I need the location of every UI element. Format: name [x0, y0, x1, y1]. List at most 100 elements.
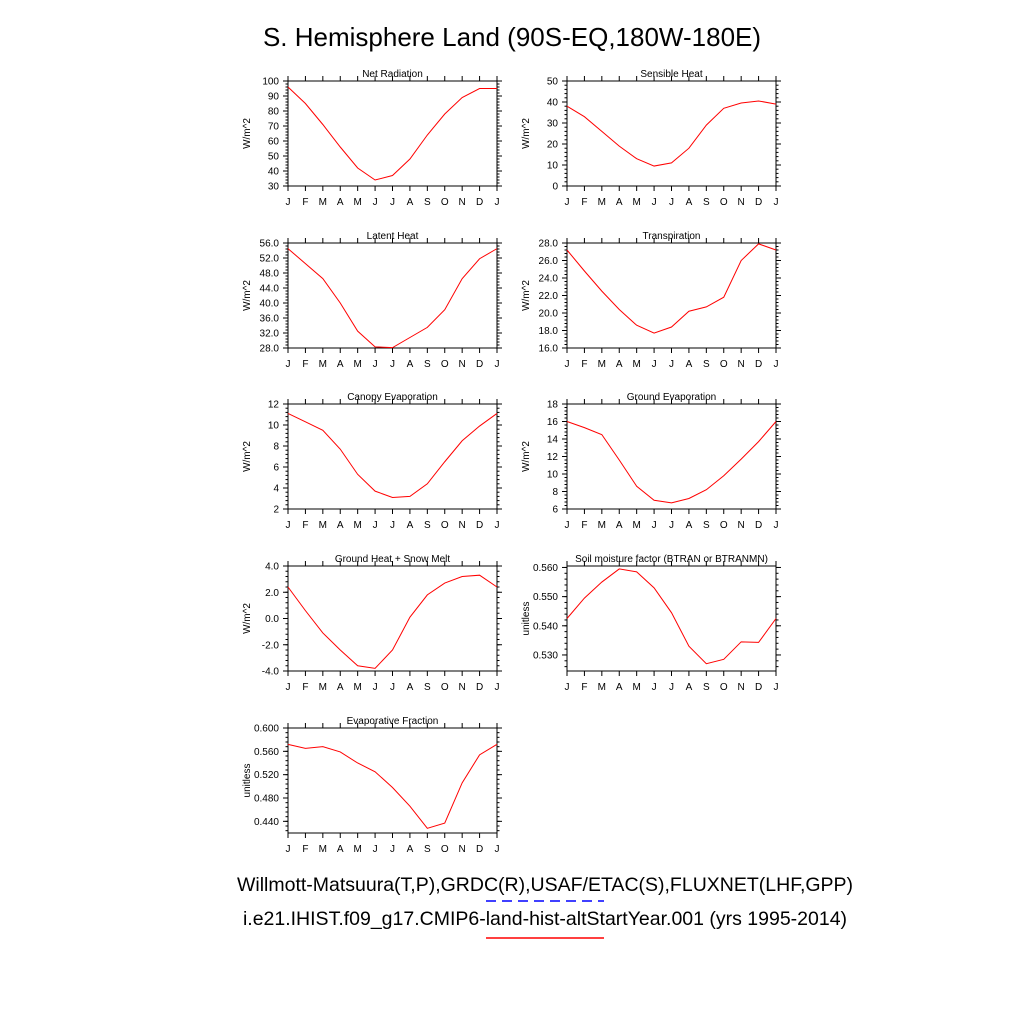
figure-title: S. Hemisphere Land (90S-EQ,180W-180E) — [263, 22, 761, 52]
panel-ground-heat-snow-melt-xtick-label: J — [495, 682, 500, 693]
panel-latent-heat-xtick-label: J — [286, 359, 291, 370]
panel-evaporative-fraction-xtick-label: J — [373, 844, 378, 855]
panel-soil-moisture-factor-btran-or-btranmn-xtick-label: J — [669, 682, 674, 693]
panel-net-radiation-xtick-label: M — [319, 197, 327, 208]
panel-canopy-evaporation-xtick-label: D — [476, 520, 483, 531]
panel-latent-heat-xtick-label: O — [441, 359, 449, 370]
panel-net-radiation-xtick-label: A — [337, 197, 344, 208]
panel-evaporative-fraction-xtick-label: A — [407, 844, 414, 855]
panel-latent-heat-ytick-label: 40.0 — [260, 299, 280, 310]
panel-ground-heat-snow-melt-frame — [287, 565, 498, 672]
panel-canopy-evaporation-title: Canopy Evaporation — [347, 392, 438, 403]
panel-soil-moisture-factor-btran-or-btranmn-xtick-label: M — [598, 682, 606, 693]
panel-soil-moisture-factor-btran-or-btranmn-xtick-label: S — [703, 682, 710, 693]
panel-canopy-evaporation-xtick-label: J — [495, 520, 500, 531]
panel-canopy-evaporation-xtick-label: J — [286, 520, 291, 531]
panel-sensible-heat-ytick-label: 0 — [552, 182, 558, 193]
panel-transpiration-series-line — [566, 243, 777, 334]
panel-ground-heat-snow-melt: Ground Heat + Snow Melt W/m^2 -4.0 -2.0 0.0 2… — [242, 554, 502, 693]
panel-ground-evaporation-ytick-label: 8 — [552, 487, 558, 498]
panel-evaporative-fraction-ytick-label: 0.440 — [254, 817, 279, 828]
panel-ground-heat-snow-melt-xtick-label: D — [476, 682, 483, 693]
panel-ground-evaporation-ytick-label: 18 — [547, 400, 559, 411]
panel-ground-evaporation-ytick-label: 16 — [547, 417, 559, 428]
panel-canopy-evaporation-ytick-label: 2 — [273, 505, 279, 516]
panel-latent-heat-ytick-label: 48.0 — [260, 269, 280, 280]
panel-latent-heat-ytick-label: 44.0 — [260, 284, 280, 295]
panel-soil-moisture-factor-btran-or-btranmn-ylabel: unitless — [521, 602, 532, 636]
panel-net-radiation-ytick-label: 90 — [268, 92, 280, 103]
panel-soil-moisture-factor-btran-or-btranmn-ytick-label: 0.530 — [533, 650, 558, 661]
panel-ground-heat-snow-melt-xtick-label: J — [390, 682, 395, 693]
panel-transpiration-xtick-label: A — [616, 359, 623, 370]
panel-ground-evaporation-xtick-label: J — [669, 520, 674, 531]
panel-ground-evaporation-xtick-label: F — [581, 520, 587, 531]
panel-transpiration-xtick-label: O — [720, 359, 728, 370]
panel-evaporative-fraction-ytick-label: 0.600 — [254, 724, 279, 735]
panel-evaporative-fraction-xtick-label: D — [476, 844, 483, 855]
panel-transpiration-ytick-label: 22.0 — [539, 291, 559, 302]
panel-soil-moisture-factor-btran-or-btranmn-xtick-label: J — [774, 682, 779, 693]
panel-latent-heat-ytick-label: 56.0 — [260, 239, 280, 250]
legend-line-model: i.e21.IHIST.f09_g17.CMIP6-land-hist-altS… — [243, 908, 847, 930]
panel-ground-heat-snow-melt-title: Ground Heat + Snow Melt — [335, 554, 451, 565]
panel-transpiration-xtick-label: M — [632, 359, 640, 370]
panel-transpiration-xtick-label: J — [565, 359, 570, 370]
panel-canopy-evaporation-ytick-label: 8 — [273, 442, 279, 453]
panel-net-radiation-ytick-label: 70 — [268, 122, 280, 133]
panel-soil-moisture-factor-btran-or-btranmn-xtick-label: J — [652, 682, 657, 693]
panel-ground-evaporation-ytick-label: 10 — [547, 470, 559, 481]
panel-sensible-heat-ytick-label: 50 — [547, 77, 559, 88]
panel-evaporative-fraction-ytick-label: 0.560 — [254, 747, 279, 758]
panel-evaporative-fraction-xtick-label: A — [337, 844, 344, 855]
panel-transpiration-title: Transpiration — [643, 231, 701, 242]
panel-latent-heat-xtick-label: N — [459, 359, 466, 370]
panel-sensible-heat-ytick-label: 10 — [547, 161, 559, 172]
panel-sensible-heat-xtick-label: D — [755, 197, 762, 208]
panel-evaporative-fraction-ytick-label: 0.480 — [254, 794, 279, 805]
panel-transpiration-ytick-label: 26.0 — [539, 256, 559, 267]
panel-net-radiation-xtick-label: N — [459, 197, 466, 208]
panel-latent-heat-xtick-label: F — [302, 359, 308, 370]
panel-latent-heat-xtick-label: J — [373, 359, 378, 370]
panel-latent-heat-xtick-label: D — [476, 359, 483, 370]
panel-net-radiation-ytick-label: 50 — [268, 152, 280, 163]
panel-sensible-heat-xtick-label: A — [686, 197, 693, 208]
panel-ground-evaporation-xtick-label: M — [598, 520, 606, 531]
panel-ground-heat-snow-melt-ytick-label: -2.0 — [262, 640, 280, 651]
panel-ground-heat-snow-melt-series-line — [287, 574, 498, 669]
panel-canopy-evaporation-xtick-label: A — [337, 520, 344, 531]
panel-soil-moisture-factor-btran-or-btranmn-xtick-label: A — [616, 682, 623, 693]
panel-ground-evaporation-ytick-label: 14 — [547, 435, 559, 446]
panel-canopy-evaporation-xtick-label: O — [441, 520, 449, 531]
panel-ground-heat-snow-melt-xtick-label: A — [407, 682, 414, 693]
panel-canopy-evaporation-xtick-label: A — [407, 520, 414, 531]
panel-net-radiation-xtick-label: A — [407, 197, 414, 208]
panel-latent-heat-ytick-label: 32.0 — [260, 329, 280, 340]
panel-soil-moisture-factor-btran-or-btranmn-xtick-label: N — [738, 682, 745, 693]
panel-net-radiation-xtick-label: S — [424, 197, 431, 208]
panel-evaporative-fraction-xtick-label: O — [441, 844, 449, 855]
panel-ground-heat-snow-melt-xtick-label: F — [302, 682, 308, 693]
panel-canopy-evaporation-xtick-label: N — [459, 520, 466, 531]
panel-sensible-heat-ytick-label: 40 — [547, 98, 559, 109]
panel-net-radiation-xtick-label: J — [495, 197, 500, 208]
panel-ground-heat-snow-melt-ytick-label: -4.0 — [262, 667, 280, 678]
panel-sensible-heat-ylabel: W/m^2 — [521, 118, 532, 149]
panel-soil-moisture-factor-btran-or-btranmn-xtick-label: D — [755, 682, 762, 693]
panel-ground-evaporation-frame — [566, 403, 777, 510]
panel-net-radiation-xtick-label: J — [390, 197, 395, 208]
panel-ground-evaporation-xtick-label: J — [565, 520, 570, 531]
panel-sensible-heat-series-line — [566, 100, 777, 167]
panel-evaporative-fraction: Evaporative Fraction unitless 0.440 0.480 0.… — [242, 716, 502, 855]
panel-sensible-heat-title: Sensible Heat — [640, 69, 702, 80]
panel-transpiration-xtick-label: J — [774, 359, 779, 370]
panel-ground-heat-snow-melt-xtick-label: A — [337, 682, 344, 693]
panel-sensible-heat-ytick-label: 30 — [547, 119, 559, 130]
panel-evaporative-fraction-xtick-label: M — [353, 844, 361, 855]
panel-latent-heat-xtick-label: J — [390, 359, 395, 370]
panel-ground-heat-snow-melt-ytick-label: 4.0 — [265, 562, 279, 573]
panel-ground-evaporation-ytick-label: 6 — [552, 505, 558, 516]
panel-transpiration-xtick-label: M — [598, 359, 606, 370]
panel-net-radiation-ytick-label: 60 — [268, 137, 280, 148]
